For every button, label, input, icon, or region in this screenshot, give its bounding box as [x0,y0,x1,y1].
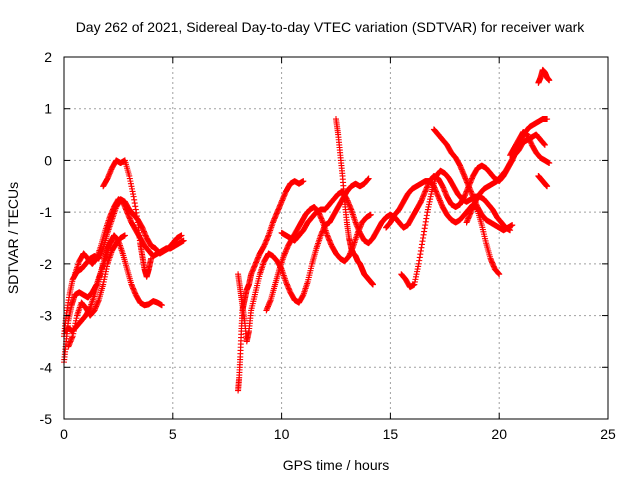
data-point [369,281,376,288]
series-arc18 [535,66,553,86]
data-point [544,183,551,190]
y-tick-label: -5 [40,411,53,427]
data-point [509,222,516,229]
series-arc3 [62,237,115,335]
plot-frame [63,56,609,420]
data-point [367,211,374,218]
chart-title: Day 262 of 2021, Sidereal Day-to-day VTE… [76,19,586,35]
data-point [496,271,503,278]
y-tick-label: -2 [40,256,53,272]
series-arc17 [507,128,553,167]
x-axis-label: GPS time / hours [283,457,390,473]
y-tick-label: -1 [40,204,53,220]
x-tick-label: 15 [383,426,399,442]
data-point [178,232,185,239]
y-tick-label: 2 [44,49,52,65]
series-arc4 [71,196,187,278]
x-tick-label: 0 [60,426,68,442]
series-arc19 [535,172,551,190]
data-point [546,160,553,167]
series-arc6 [65,232,128,350]
data-point [148,255,155,262]
data-point [365,175,372,182]
data-point [180,237,187,244]
data-point [158,302,165,309]
data-point [544,116,551,123]
series-arc5 [100,157,155,280]
series-arc11 [333,116,376,288]
data-point [108,237,115,244]
series-arc14 [430,126,516,234]
y-tick-label: 0 [44,152,52,168]
data-point [121,232,128,239]
x-tick-label: 5 [169,426,177,442]
y-axis-label: SDTVAR / TECUs [5,182,21,294]
x-tick-label: 10 [274,426,290,442]
x-tick-label: 20 [491,426,507,442]
data-point [300,178,307,185]
axis-ticks: 0 5 10 15 20 25 -5 -4 -3 -2 -1 0 1 2 [40,49,616,442]
data-point [546,77,553,84]
y-tick-label: -4 [40,359,53,375]
x-tick-label: 25 [600,426,616,442]
series-arc7 [235,178,307,394]
data-points [61,66,553,394]
y-tick-label: -3 [40,308,53,324]
series-arc16 [463,131,548,226]
data-point [541,141,548,148]
y-tick-label: 1 [44,101,52,117]
